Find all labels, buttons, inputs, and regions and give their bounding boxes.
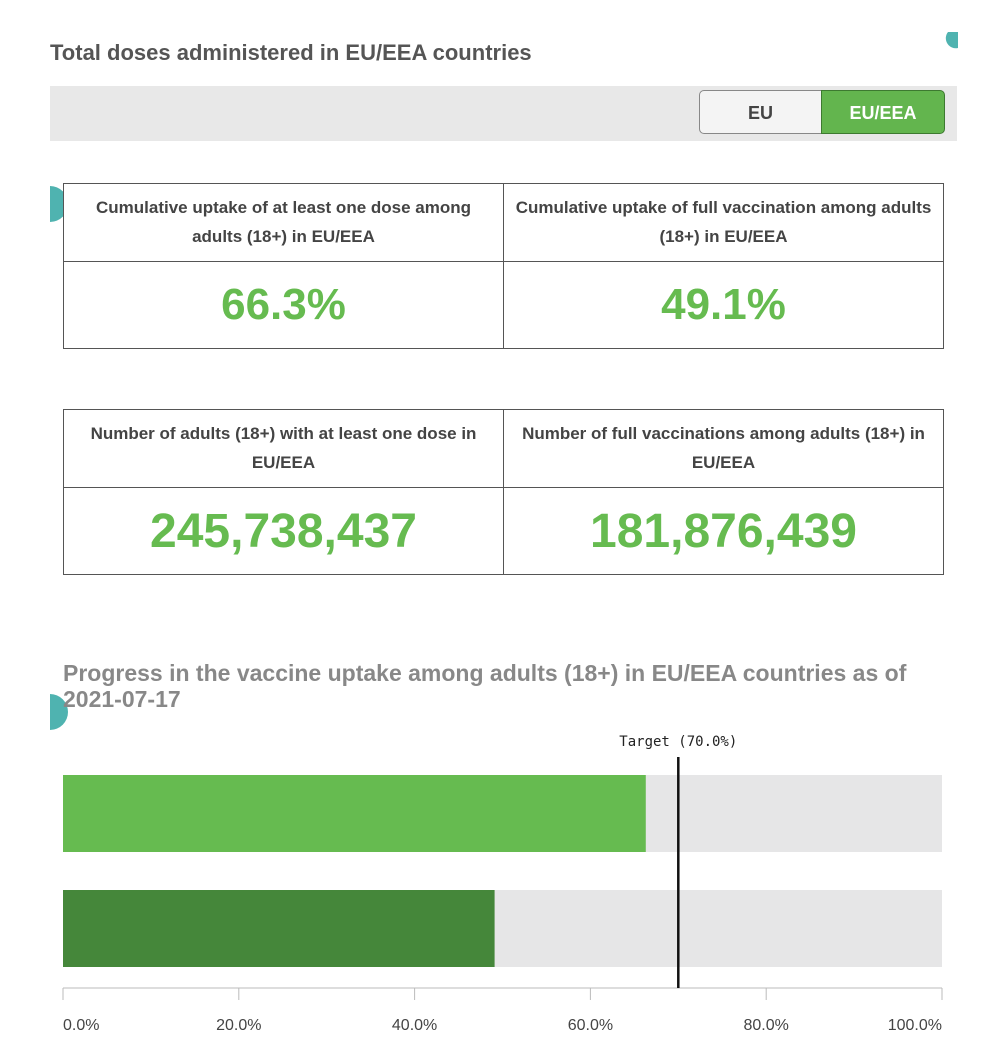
tile-label: Number of full vaccinations among adults… [503,409,944,488]
page-title: Total doses administered in EU/EEA count… [50,40,532,65]
target-label: Target (70.0%) [619,734,737,750]
tile-label: Cumulative uptake of full vaccination am… [503,183,944,262]
tile-value: 49.1% [661,280,786,329]
decoration [50,694,68,730]
stat-tile [503,409,944,575]
x-tick-label: 0.0% [63,1017,99,1034]
x-tick-label: 40.0% [392,1017,437,1034]
tile-value: 245,738,437 [150,504,417,558]
x-tick-label: 100.0% [888,1017,942,1034]
stat-tile [503,183,944,349]
bar [63,890,495,967]
chart-title: Progress in the vaccine uptake among adu… [63,660,907,712]
bar [63,775,646,852]
stat-tile [63,183,504,349]
tile-value: 66.3% [221,280,346,329]
x-tick-label: 20.0% [216,1017,261,1034]
tile-label: Number of adults (18+) with at least one… [63,409,504,488]
x-tick-label: 60.0% [568,1017,613,1034]
tile-value: 181,876,439 [590,504,857,558]
toggle-button[interactable]: EU/EEA [821,90,945,134]
toggle-button[interactable]: EU [699,90,822,134]
decoration [945,32,958,49]
stat-tile [63,409,504,575]
tile-label: Cumulative uptake of at least one dose a… [63,183,504,262]
x-tick-label: 80.0% [744,1017,789,1034]
